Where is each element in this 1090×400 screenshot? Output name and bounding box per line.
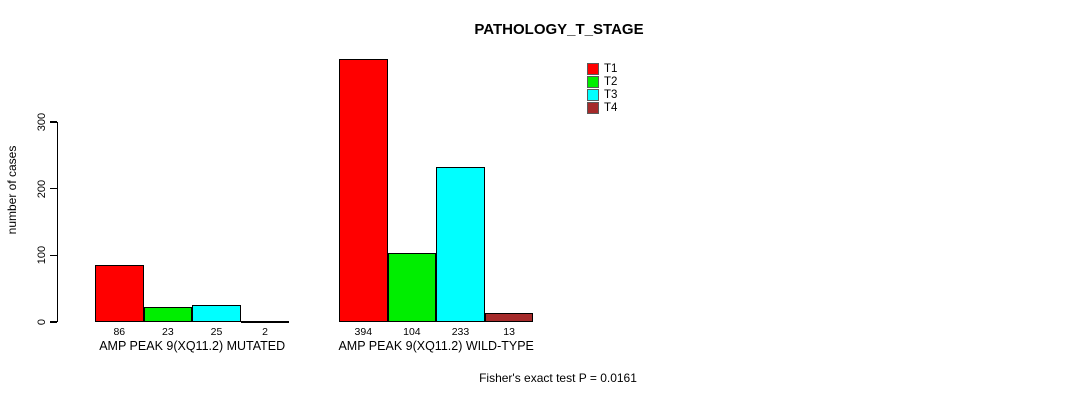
footer-annotation: Fisher's exact test P = 0.0161 <box>479 371 637 385</box>
bar-value-label: 25 <box>210 326 223 338</box>
chart-title: PATHOLOGY_T_STAGE <box>474 21 644 38</box>
y-tick <box>50 321 57 323</box>
legend-swatch-t4 <box>587 102 599 115</box>
legend-item-t2: T2 <box>587 75 617 88</box>
legend: T1 T2 T3 T4 <box>587 62 617 115</box>
legend-swatch-t1 <box>587 62 599 75</box>
y-tick <box>50 121 57 123</box>
y-axis-title: number of cases <box>5 145 19 235</box>
bar-t4-group1 <box>240 320 290 323</box>
y-tick-label: 200 <box>36 179 48 198</box>
bar-t2-group1 <box>143 306 193 322</box>
bar-value-label: 86 <box>113 326 126 338</box>
legend-item-t1: T1 <box>587 62 617 75</box>
y-tick <box>50 188 57 190</box>
y-axis-line <box>57 122 59 322</box>
bar-t3-group1 <box>192 305 241 322</box>
y-tick-label: 0 <box>36 318 48 326</box>
legend-item-t4: T4 <box>587 102 617 115</box>
bar-value-label: 2 <box>262 326 269 338</box>
legend-swatch-t2 <box>587 75 599 88</box>
legend-label: T3 <box>604 88 618 101</box>
bar-value-label: 104 <box>403 326 421 338</box>
legend-label: T4 <box>604 102 618 115</box>
y-tick <box>50 254 57 256</box>
bar-value-label: 13 <box>503 326 515 338</box>
category-label: AMP PEAK 9(XQ11.2) WILD-TYPE <box>338 339 534 353</box>
bar-value-label: 23 <box>162 326 174 338</box>
legend-label: T1 <box>604 62 618 75</box>
legend-swatch-t3 <box>587 88 599 101</box>
bar-t1-group2 <box>339 59 388 322</box>
bar-t4-group2 <box>484 313 534 322</box>
bar-value-label: 233 <box>451 326 470 338</box>
y-tick-label: 300 <box>36 112 48 132</box>
legend-label: T2 <box>604 75 618 88</box>
category-label: AMP PEAK 9(XQ11.2) MUTATED <box>99 339 286 353</box>
bar-t2-group2 <box>387 252 437 322</box>
bar-t1-group1 <box>95 264 144 322</box>
legend-item-t3: T3 <box>587 88 617 101</box>
bar-value-label: 394 <box>354 326 373 338</box>
bar-t3-group2 <box>436 166 485 322</box>
y-tick-label: 100 <box>36 246 48 265</box>
